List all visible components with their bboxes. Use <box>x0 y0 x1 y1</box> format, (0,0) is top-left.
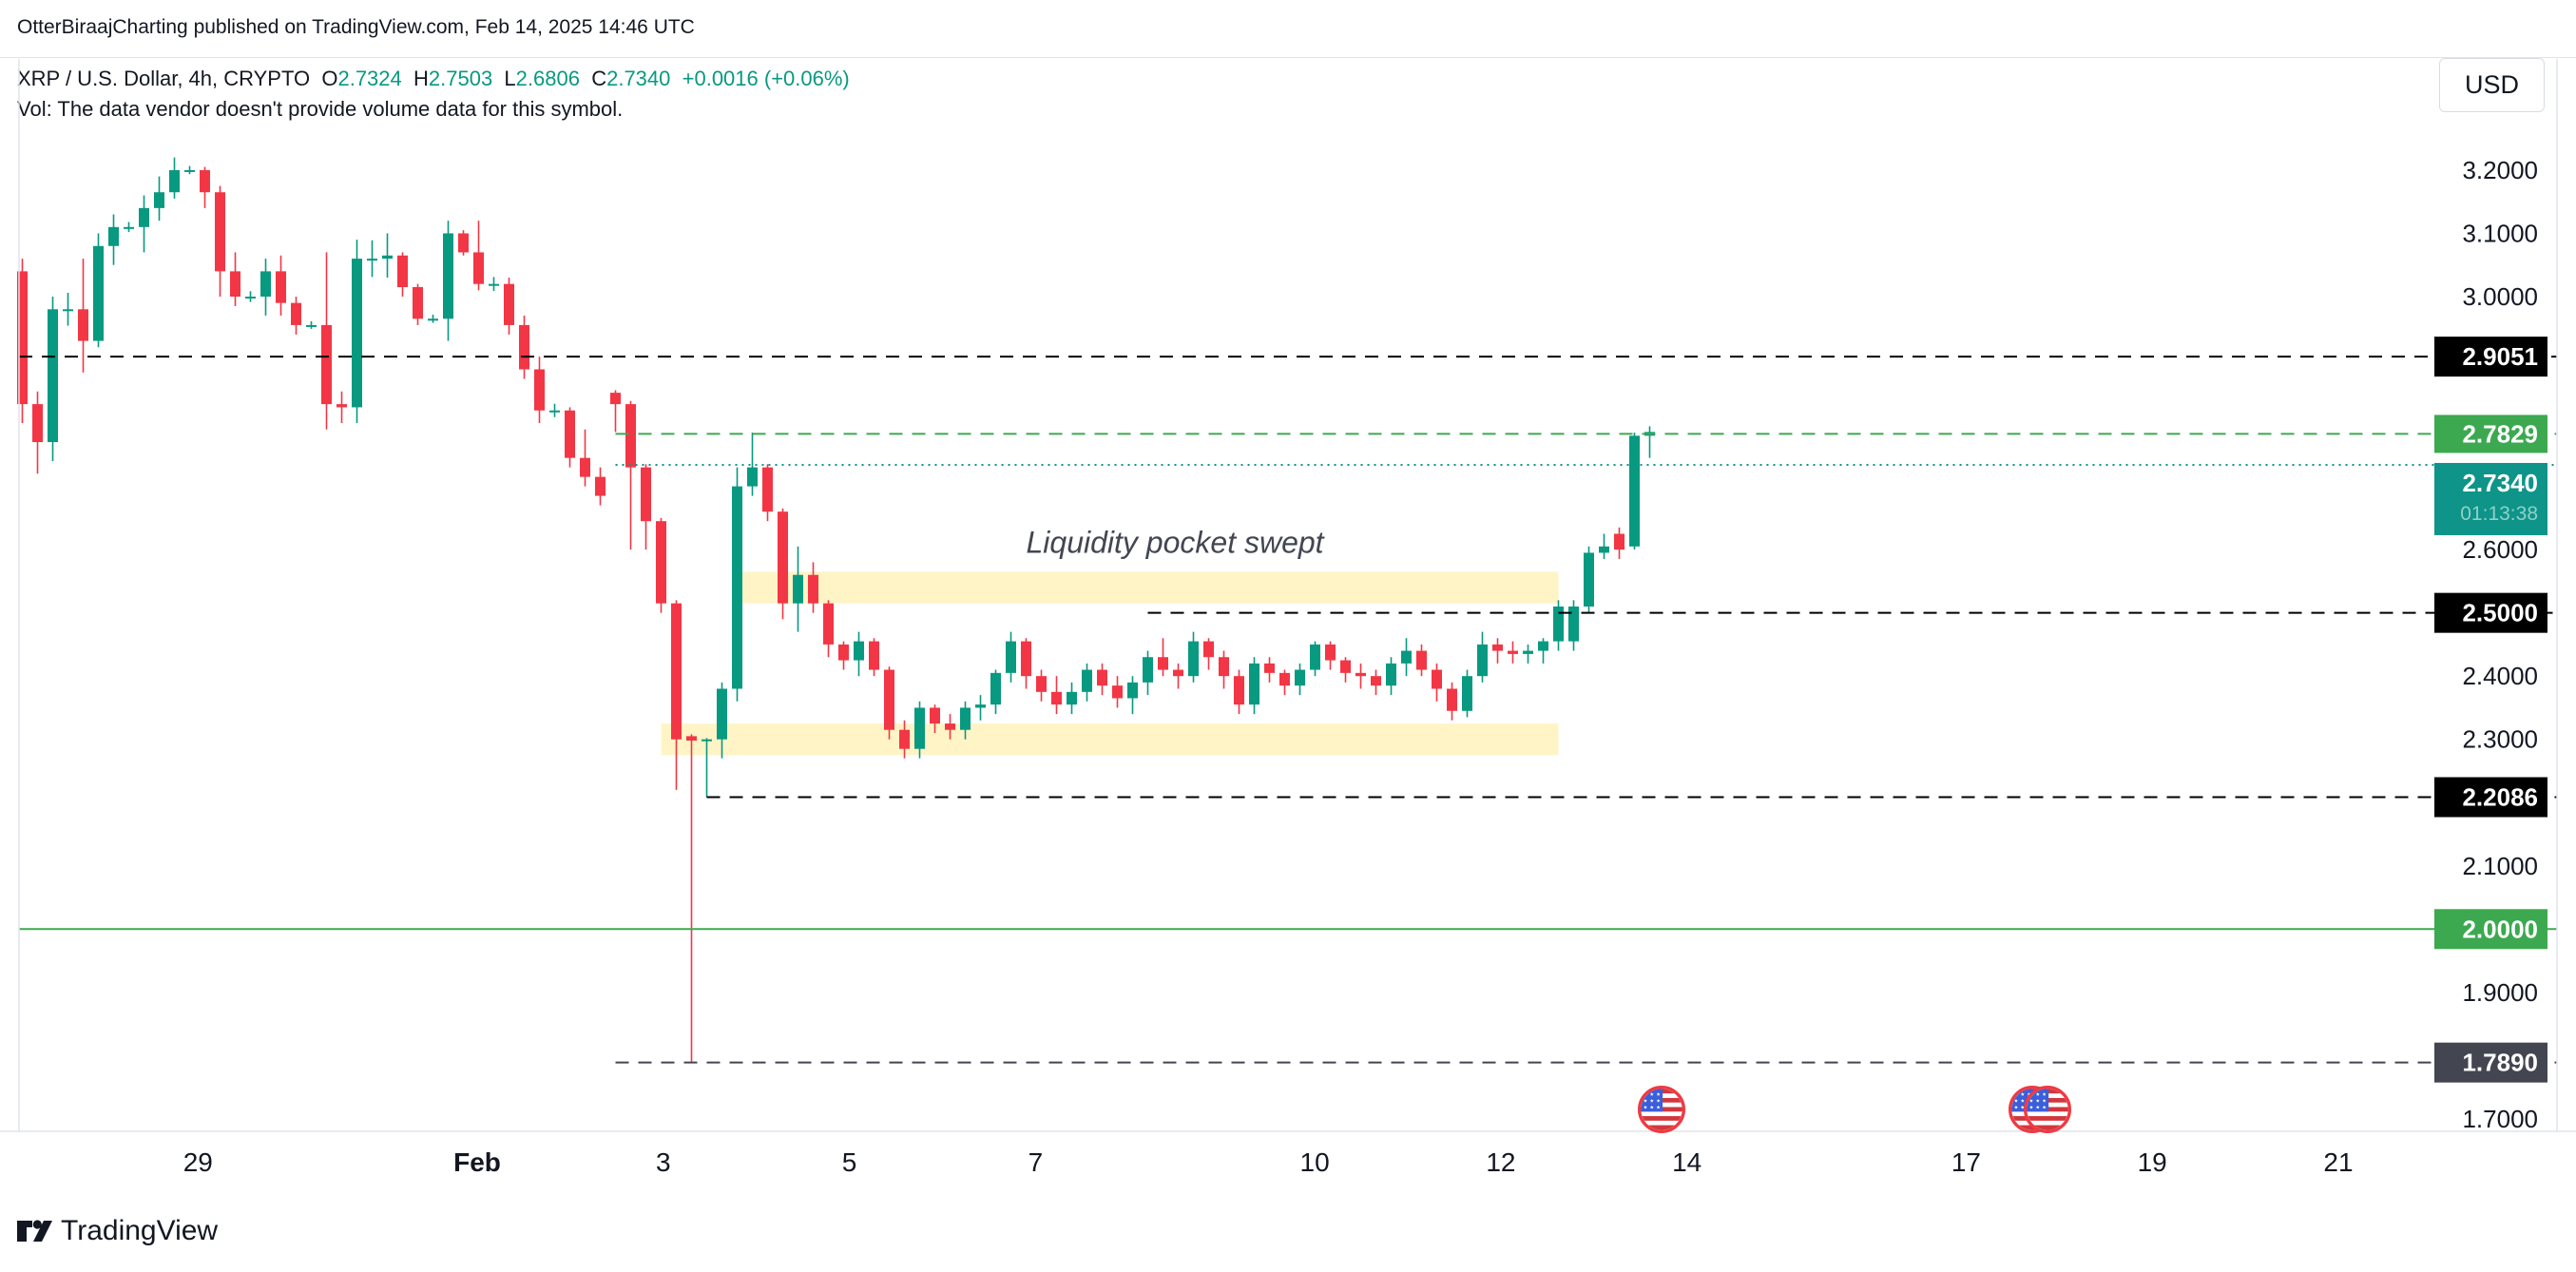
svg-text:2.9051: 2.9051 <box>2462 342 2538 371</box>
svg-text:Feb: Feb <box>453 1147 501 1177</box>
svg-text:3.0000: 3.0000 <box>2462 282 2538 311</box>
svg-text:7: 7 <box>1028 1147 1044 1177</box>
svg-text:29: 29 <box>183 1147 213 1177</box>
svg-text:21: 21 <box>2323 1147 2353 1177</box>
svg-text:12: 12 <box>1486 1147 1515 1177</box>
svg-text:1.7000: 1.7000 <box>2462 1105 2538 1133</box>
svg-text:10: 10 <box>1300 1147 1330 1177</box>
svg-text:1.9000: 1.9000 <box>2462 978 2538 1007</box>
svg-text:2.6000: 2.6000 <box>2462 535 2538 564</box>
svg-text:17: 17 <box>1951 1147 1981 1177</box>
svg-text:2.7829: 2.7829 <box>2462 419 2538 448</box>
svg-text:2.4000: 2.4000 <box>2462 662 2538 690</box>
svg-text:2.5000: 2.5000 <box>2462 599 2538 627</box>
svg-text:3: 3 <box>656 1147 671 1177</box>
svg-text:2.1000: 2.1000 <box>2462 852 2538 880</box>
svg-text:14: 14 <box>1672 1147 1701 1177</box>
svg-text:3.1000: 3.1000 <box>2462 219 2538 247</box>
svg-text:5: 5 <box>842 1147 857 1177</box>
svg-text:3.2000: 3.2000 <box>2462 156 2538 184</box>
svg-text:Liquidity pocket swept: Liquidity pocket swept <box>1027 525 1325 559</box>
svg-text:2.7340: 2.7340 <box>2462 469 2538 497</box>
svg-text:1.7890: 1.7890 <box>2462 1049 2538 1077</box>
svg-text:01:13:38: 01:13:38 <box>2460 503 2538 525</box>
svg-text:2.2086: 2.2086 <box>2462 783 2538 812</box>
svg-text:2.3000: 2.3000 <box>2462 725 2538 754</box>
svg-text:2.0000: 2.0000 <box>2462 915 2538 943</box>
svg-text:19: 19 <box>2138 1147 2167 1177</box>
